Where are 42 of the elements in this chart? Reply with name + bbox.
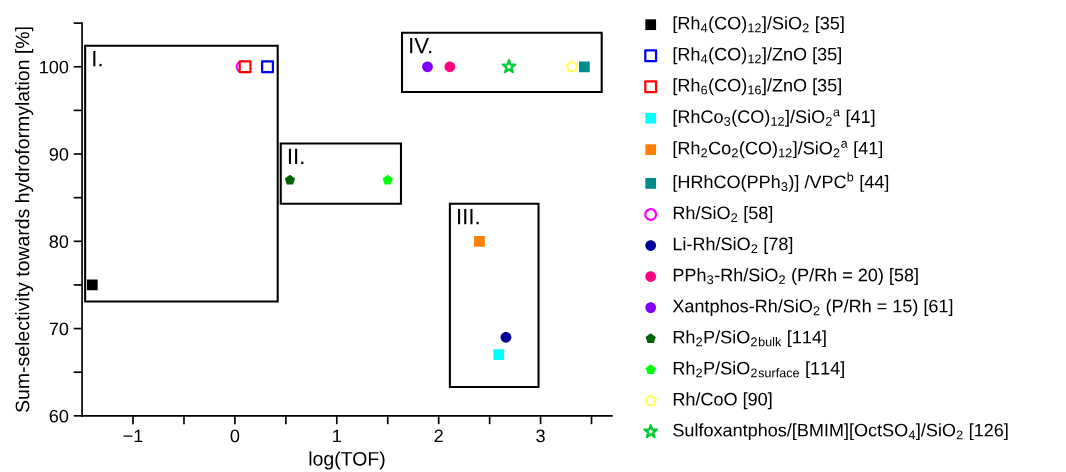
annotation: III. xyxy=(458,208,479,225)
annotation: II. xyxy=(288,148,304,165)
legend-label: [RhCo$_{3}$(CO)$_{12}$]/SiO$_{2}$$^{a}$ [41] xyxy=(673,109,875,127)
y-tick-label: 70 xyxy=(49,322,69,336)
legend-label: Li-Rh/SiO$_{2}$ [78] xyxy=(673,237,793,254)
legend-label: Sulfoxantphos/[BMIM][OctSO$_{4}$]/SiO$_{2}$ [126] xyxy=(673,423,1008,441)
x-tick-label: 2 xyxy=(434,429,443,443)
y-tick-label: 90 xyxy=(49,147,69,161)
legend-label: [HRhCO(PPh$_{3}$)] /VPC$^{b}$ [44] xyxy=(673,172,889,192)
point xyxy=(501,59,517,74)
point xyxy=(565,60,579,73)
point xyxy=(382,174,393,185)
point xyxy=(422,61,433,73)
legend-label: Rh$_{2}$P/SiO$_{2bulk}$ [114] xyxy=(673,330,826,348)
legend-label: Rh/CoO [90] xyxy=(673,392,772,410)
legend-label: [Rh$_{6}$(CO)$_{16}$]/ZnO [35] xyxy=(673,78,841,96)
point xyxy=(261,60,274,74)
y-tick-label: 100 xyxy=(40,60,69,74)
x-axis-title: log(TOF) xyxy=(309,451,385,470)
legend-label: Xantphos-Rh/SiO$_{2}$ (P/Rh = 15) [61] xyxy=(672,299,953,317)
y-tick-label: 60 xyxy=(49,409,69,423)
y-tick-label: 80 xyxy=(49,235,69,249)
text: [Rh$_{2}$Co$_{2}$(CO)$_{12}$]/SiO$_{2}$$^{a}$ [41] xyxy=(673,140,883,159)
point xyxy=(579,61,590,73)
annotation: IV. xyxy=(410,37,432,54)
x-tick-label: 1 xyxy=(333,429,341,443)
legend-label: [Rh$_{4}$(CO)$_{12}$]/ZnO [35] xyxy=(673,47,841,65)
point xyxy=(444,61,456,73)
legend-label: PPh$_{3}$-Rh/SiO$_{2}$ (P/Rh = 20) [58] xyxy=(673,268,918,285)
legend-label: Rh/SiO$_{2}$ [58] xyxy=(673,206,773,223)
x-tick-label: 3 xyxy=(536,429,545,443)
x-tick-label: −1 xyxy=(123,429,143,443)
x-tick-label: 0 xyxy=(230,429,240,443)
point xyxy=(493,349,505,361)
point xyxy=(474,235,485,247)
legend-label: [Rh$_{4}$(CO)$_{12}$]/SiO$_{2}$ [35] xyxy=(673,16,844,34)
point xyxy=(86,279,98,291)
point xyxy=(284,174,296,185)
annotation: I. xyxy=(93,51,102,67)
point xyxy=(500,331,512,343)
y-axis-title: Sum-selectivity towards hydroformylation [%] xyxy=(15,27,34,413)
legend-label: Rh$_{2}$P/SiO$_{2surface}$ [114] xyxy=(673,361,844,379)
